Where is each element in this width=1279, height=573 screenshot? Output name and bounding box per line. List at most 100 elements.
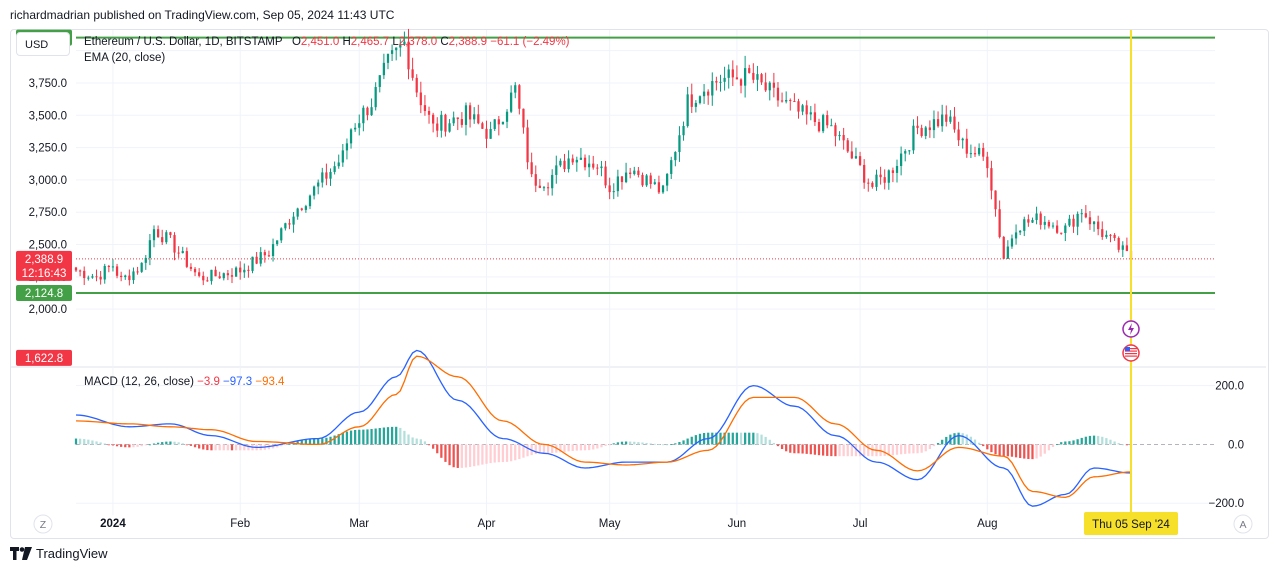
candle-body bbox=[739, 79, 743, 86]
candle bbox=[530, 152, 533, 178]
macd-histogram-bar bbox=[813, 444, 817, 455]
candle bbox=[583, 154, 587, 171]
candle bbox=[678, 126, 681, 162]
crosshair-date-text: Thu 05 Sep '24 bbox=[1092, 519, 1170, 531]
auto-scale-button[interactable]: A bbox=[1233, 514, 1253, 534]
macd-histogram-bar bbox=[99, 442, 102, 445]
candle bbox=[780, 92, 784, 103]
candle-body bbox=[990, 168, 993, 191]
candle-body bbox=[271, 244, 275, 257]
candle bbox=[616, 169, 619, 197]
candle bbox=[772, 72, 775, 98]
candle-body bbox=[395, 47, 398, 51]
candle bbox=[169, 231, 172, 238]
macd-histogram-bar bbox=[1084, 436, 1087, 445]
macd-histogram-bar bbox=[867, 444, 870, 457]
candle bbox=[468, 102, 472, 128]
macd-histogram-bar bbox=[1097, 435, 1100, 445]
candle bbox=[575, 156, 578, 172]
candle-body bbox=[120, 275, 123, 278]
candle-body bbox=[1068, 218, 1071, 226]
candle-body bbox=[1031, 219, 1034, 223]
candle bbox=[440, 110, 443, 138]
macd-histogram-bar bbox=[936, 442, 940, 445]
macd-histogram-bar bbox=[165, 441, 168, 445]
candle-body bbox=[546, 187, 550, 189]
macd-histogram-bar bbox=[891, 444, 895, 456]
candle bbox=[370, 98, 373, 116]
candle bbox=[222, 272, 225, 281]
candle-body bbox=[477, 114, 480, 124]
candle-body bbox=[432, 114, 435, 124]
candle-body bbox=[645, 175, 648, 186]
macd-histogram-bar bbox=[378, 428, 381, 445]
candle bbox=[653, 178, 656, 185]
macd-histogram-bar bbox=[1039, 444, 1042, 457]
macd-histogram-bar bbox=[419, 439, 422, 445]
candle-body bbox=[415, 77, 418, 93]
candle bbox=[419, 81, 422, 114]
macd-histogram-bar bbox=[185, 444, 188, 446]
candle-body bbox=[312, 186, 316, 196]
macd-histogram-bar bbox=[1064, 441, 1067, 445]
candle bbox=[399, 39, 402, 57]
candle-body bbox=[715, 81, 718, 83]
macd-histogram-bar bbox=[349, 430, 353, 445]
candle-body bbox=[588, 163, 591, 168]
candle-body bbox=[152, 229, 156, 241]
macd-histogram-bar bbox=[501, 444, 505, 463]
candle-body bbox=[255, 256, 258, 264]
currency-button[interactable]: USD bbox=[16, 32, 70, 56]
candle-body bbox=[148, 240, 152, 258]
candle-body bbox=[928, 127, 931, 131]
candle bbox=[243, 263, 246, 278]
candle bbox=[152, 225, 156, 248]
candle bbox=[949, 110, 952, 124]
macd-histogram-bar bbox=[776, 444, 780, 447]
macd-histogram-bar bbox=[805, 444, 808, 454]
candle bbox=[649, 172, 652, 189]
candle bbox=[1043, 216, 1046, 230]
candle bbox=[789, 98, 792, 111]
candle-body bbox=[518, 85, 521, 109]
candle bbox=[670, 156, 673, 179]
macd-histogram-bar bbox=[1113, 441, 1116, 445]
macd-histogram-bar bbox=[1055, 444, 1059, 445]
macd-histogram-bar bbox=[924, 444, 927, 452]
macd-histogram-bar bbox=[670, 444, 673, 445]
macd-histogram-bar bbox=[629, 441, 632, 445]
candle bbox=[514, 82, 517, 99]
price-tick-label: 2,000.0 bbox=[29, 304, 67, 316]
candle-body bbox=[965, 138, 968, 154]
macd-histogram-bar bbox=[735, 432, 739, 445]
candle bbox=[193, 267, 197, 277]
candle-body bbox=[854, 156, 858, 159]
candle-body bbox=[510, 92, 513, 112]
macd-histogram-bar bbox=[567, 444, 570, 452]
tradingview-logo[interactable]: TradingView bbox=[10, 546, 108, 561]
candle bbox=[255, 251, 258, 265]
macd-histogram-bar bbox=[920, 444, 923, 453]
macd-histogram-bar bbox=[661, 444, 665, 446]
candle-body bbox=[1121, 245, 1124, 250]
candle bbox=[1097, 215, 1100, 236]
candle-body bbox=[198, 272, 201, 276]
time-zoom-button[interactable]: Z bbox=[33, 514, 53, 534]
macd-histogram-bar bbox=[821, 444, 825, 456]
candle-body bbox=[83, 270, 86, 279]
candle-body bbox=[551, 174, 554, 189]
candle bbox=[592, 155, 595, 170]
candle bbox=[965, 128, 968, 158]
macd-histogram-bar bbox=[719, 432, 722, 445]
candle-body bbox=[374, 86, 377, 108]
candle bbox=[1047, 219, 1051, 229]
candle-body bbox=[932, 119, 936, 131]
macd-histogram-bar bbox=[858, 444, 862, 457]
macd-histogram-bar bbox=[468, 444, 472, 467]
macd-histogram-bar bbox=[497, 444, 500, 463]
candle bbox=[908, 150, 911, 155]
macd-histogram-bar bbox=[510, 444, 513, 462]
candle bbox=[493, 119, 496, 131]
time-tick-label: Feb bbox=[230, 518, 250, 530]
